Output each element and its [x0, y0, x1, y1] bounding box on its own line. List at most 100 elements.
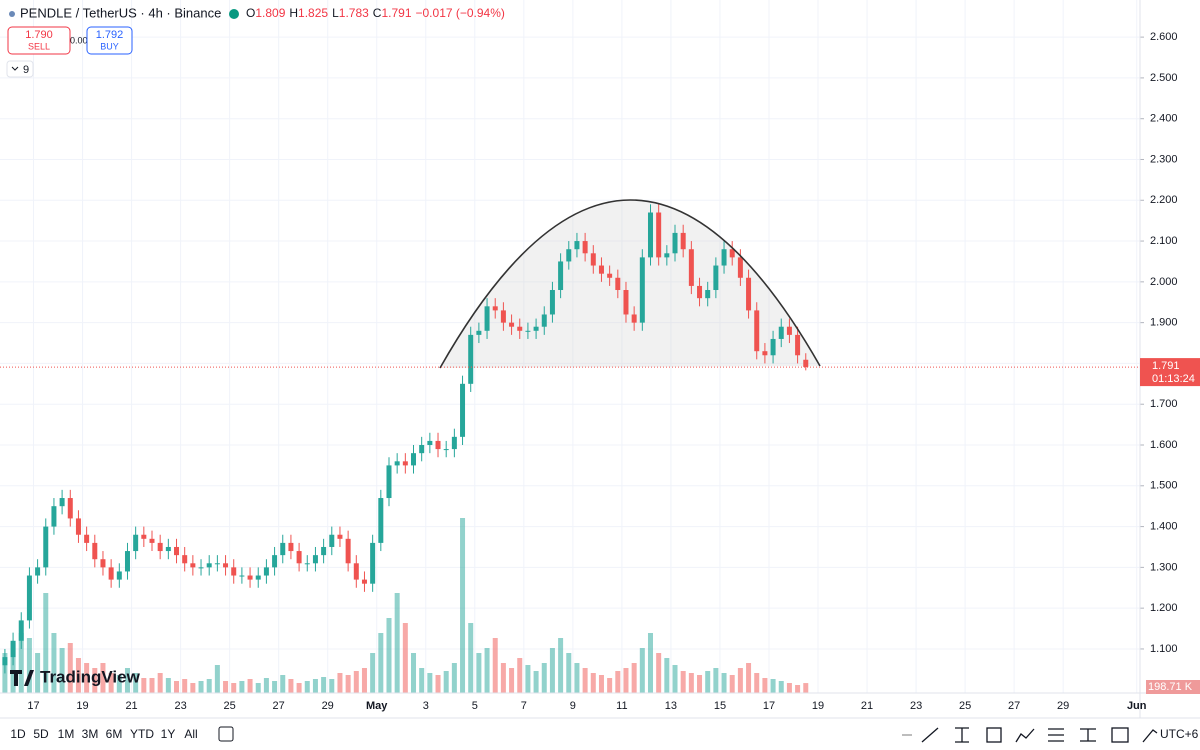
x-tick-label: 5	[472, 700, 478, 712]
tool-icon[interactable]	[1111, 727, 1129, 743]
candle-body	[672, 232, 678, 254]
candle-body	[484, 306, 490, 331]
candle-body	[411, 453, 417, 466]
candle-body	[312, 555, 318, 564]
range-button[interactable]: All	[184, 727, 197, 741]
buy-button[interactable]	[86, 26, 133, 55]
volume-bar	[419, 668, 425, 693]
tool-icon[interactable]	[1142, 729, 1158, 743]
candle-body	[370, 542, 376, 584]
volume-bar	[460, 518, 466, 693]
candle-body	[582, 241, 588, 254]
volume-bar	[729, 675, 735, 693]
x-tick-label: 21	[861, 700, 873, 712]
volume-bar	[157, 673, 163, 693]
candle-body	[149, 538, 155, 543]
tool-icon[interactable]	[955, 727, 969, 743]
candle-body	[386, 465, 392, 499]
volume-bar	[67, 643, 73, 693]
volume-bar	[10, 643, 16, 693]
candle-body	[223, 563, 229, 568]
symbol[interactable]: PENDLE / TetherUS · 4h · Binance	[20, 5, 221, 20]
candle-body	[509, 322, 515, 327]
range-button[interactable]: 3M	[82, 727, 99, 741]
y-tick-label: 1.900	[1150, 317, 1178, 329]
range-button[interactable]: 1M	[58, 727, 75, 741]
candle-body	[26, 575, 32, 621]
timezone[interactable]: UTC+6	[1160, 727, 1199, 741]
tool-icon[interactable]	[1080, 728, 1096, 742]
volume-bar	[304, 681, 310, 693]
candle-body	[664, 253, 670, 258]
tool-icon[interactable]	[921, 727, 939, 743]
y-tick-label: 2.300	[1150, 153, 1178, 165]
indicators-toggle[interactable]	[6, 60, 34, 78]
candle-body	[206, 563, 212, 568]
last-price-box	[1140, 358, 1200, 387]
volume-bar	[288, 679, 294, 693]
candle-body	[729, 249, 735, 258]
range-button[interactable]: 6M	[106, 727, 123, 741]
candle-body	[770, 338, 776, 356]
candle-body	[623, 290, 629, 315]
range-button[interactable]: 5D	[33, 727, 49, 741]
volume-bar	[451, 663, 457, 693]
candle-body	[492, 306, 498, 311]
volume-bar	[133, 673, 139, 693]
volume-bar	[427, 673, 433, 693]
candle-body	[746, 277, 752, 311]
candle-body	[558, 261, 564, 291]
x-tick-label: 23	[174, 700, 186, 712]
volume-bar	[239, 681, 245, 693]
volume-bar	[280, 675, 286, 693]
y-tick-label: 1.400	[1150, 520, 1178, 532]
candle-body	[451, 436, 457, 450]
volume-bar	[370, 653, 376, 693]
candle-body	[517, 326, 523, 331]
candle-body	[100, 559, 106, 568]
x-tick-label: 27	[1008, 700, 1020, 712]
candle-body	[443, 449, 449, 451]
volume-bar	[631, 663, 637, 693]
range-buttons: 1D 5D 1M 3M 6M YTD 1Y All	[10, 727, 197, 741]
x-tick-label: 19	[812, 700, 824, 712]
candle-body	[435, 440, 441, 450]
date-range-icon[interactable]	[218, 726, 234, 742]
candle-body	[255, 575, 261, 580]
y-tick-label: 2.000	[1150, 276, 1178, 288]
volume-bar	[525, 665, 531, 693]
range-button[interactable]: 1D	[10, 727, 26, 741]
volume-bar	[100, 663, 106, 693]
grid	[0, 0, 1140, 693]
tool-icon[interactable]	[986, 727, 1002, 743]
market-status	[229, 9, 239, 19]
candle-body	[566, 249, 572, 262]
volume-bar	[223, 681, 229, 693]
range-button[interactable]: 1Y	[161, 727, 176, 741]
candle-body	[124, 551, 130, 572]
range-button[interactable]: YTD	[130, 727, 154, 741]
x-tick-label: 27	[273, 700, 285, 712]
candle-body	[361, 579, 367, 584]
x-tick-label: 7	[521, 700, 527, 712]
x-tick-label: 3	[423, 700, 429, 712]
sell-price: 1.790	[25, 29, 53, 41]
volume-bar	[746, 663, 752, 693]
ohlc: O1.809 H1.825 L1.783 C1.791 −0.017 (−0.94%)	[246, 6, 505, 20]
candle-body	[680, 232, 686, 250]
candle-body	[18, 620, 24, 641]
candle-body	[214, 563, 220, 565]
candle-body	[607, 273, 613, 278]
tool-icon[interactable]	[1048, 728, 1064, 742]
volume-bar	[672, 665, 678, 693]
sell-label: SELL	[28, 41, 50, 51]
arc-fill	[440, 199, 820, 368]
volume-bar	[541, 663, 547, 693]
candle-body	[321, 546, 327, 556]
sell-button[interactable]	[7, 26, 71, 55]
volume-bar	[361, 668, 367, 693]
tool-icon[interactable]	[1015, 728, 1035, 743]
candle-body	[345, 538, 351, 564]
candle-body	[574, 241, 580, 250]
